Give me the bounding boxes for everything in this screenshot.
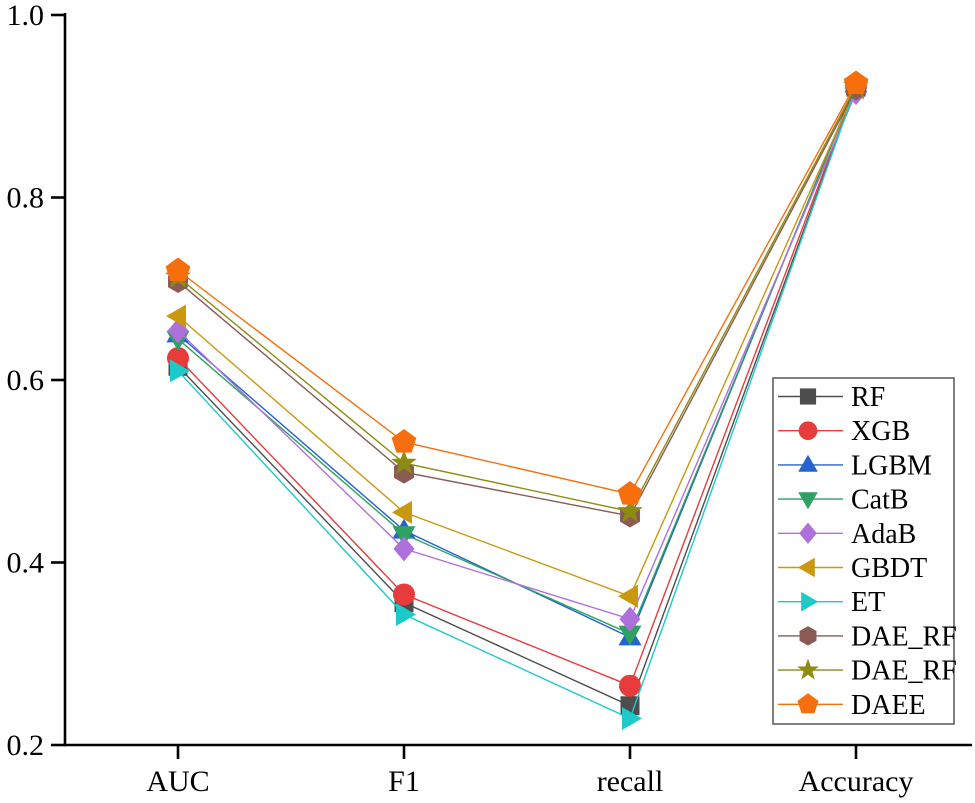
legend-diamond-icon <box>799 522 817 544</box>
series-line-et-6 <box>177 86 857 720</box>
legend-pentagon-icon <box>797 693 819 714</box>
legend-triangle-up-icon <box>798 454 818 472</box>
y-tick-label: 0.4 <box>7 547 45 580</box>
marker-catb-f1 <box>392 526 416 547</box>
legend-label-daee-9: DAEE <box>851 690 926 721</box>
marker-gbdt-recall <box>618 584 638 608</box>
series-line-dae_rf-7 <box>177 88 857 517</box>
legend-label-lgbm-2: LGBM <box>851 450 932 481</box>
legend-circle-icon <box>798 421 818 441</box>
marker-adab-recall <box>619 606 641 632</box>
legend-triangle-right-icon <box>801 591 819 612</box>
marker-et-auc <box>170 359 190 383</box>
legend-label-rf-0: RF <box>851 382 885 413</box>
marker-xgb-recall <box>619 674 641 697</box>
legend-hexagon-icon <box>799 626 817 646</box>
marker-daee-f1 <box>391 429 417 453</box>
marker-et-recall <box>622 707 642 731</box>
series-line-adab-4 <box>177 92 857 620</box>
legend-square-icon <box>799 388 817 405</box>
marker-gbdt-f1 <box>392 500 412 524</box>
y-tick-label: 0.8 <box>7 182 45 215</box>
legend-star-icon <box>797 658 819 680</box>
legend-label-et-6: ET <box>851 587 885 618</box>
marker-daee-accuracy <box>843 70 869 94</box>
marker-daee-recall <box>617 481 643 505</box>
x-tick-label-accuracy: Accuracy <box>799 765 914 798</box>
y-tick-label: 1.0 <box>7 0 45 32</box>
legend-label-gbdt-5: GBDT <box>851 553 927 584</box>
series-line-daee-9 <box>177 83 857 495</box>
legend-triangle-left-icon <box>797 557 815 578</box>
x-tick-label-f1: F1 <box>388 765 420 798</box>
y-tick-label: 0.2 <box>7 729 45 762</box>
marker-et-f1 <box>396 603 416 627</box>
x-tick-label-auc: AUC <box>146 765 209 798</box>
series-line-xgb-1 <box>177 85 857 687</box>
legend-label-dae_rf-7: DAE_RF <box>851 621 957 652</box>
legend-triangle-down-icon <box>798 492 818 510</box>
marker-catb-recall <box>618 625 642 646</box>
y-tick-label: 0.6 <box>7 364 45 397</box>
legend-label-adab-4: AdaB <box>851 519 916 550</box>
x-tick-label-recall: recall <box>597 765 664 798</box>
marker-gbdt-auc <box>166 304 186 328</box>
marker-dae_rf-recall <box>617 497 643 523</box>
marker-daee-auc <box>165 257 191 282</box>
marker-xgb-f1 <box>393 583 415 606</box>
legend-label-catb-3: CatB <box>851 485 909 516</box>
series-line-rf-0 <box>177 86 857 707</box>
legend-label-xgb-1: XGB <box>851 416 910 447</box>
series-line-dae_rf-8 <box>177 85 857 513</box>
legend-label-dae_rf-8: DAE_RF <box>851 656 957 687</box>
marker-dae_rf-f1 <box>391 449 417 474</box>
series-line-gbdt-5 <box>177 87 857 598</box>
marker-adab-f1 <box>393 536 415 562</box>
